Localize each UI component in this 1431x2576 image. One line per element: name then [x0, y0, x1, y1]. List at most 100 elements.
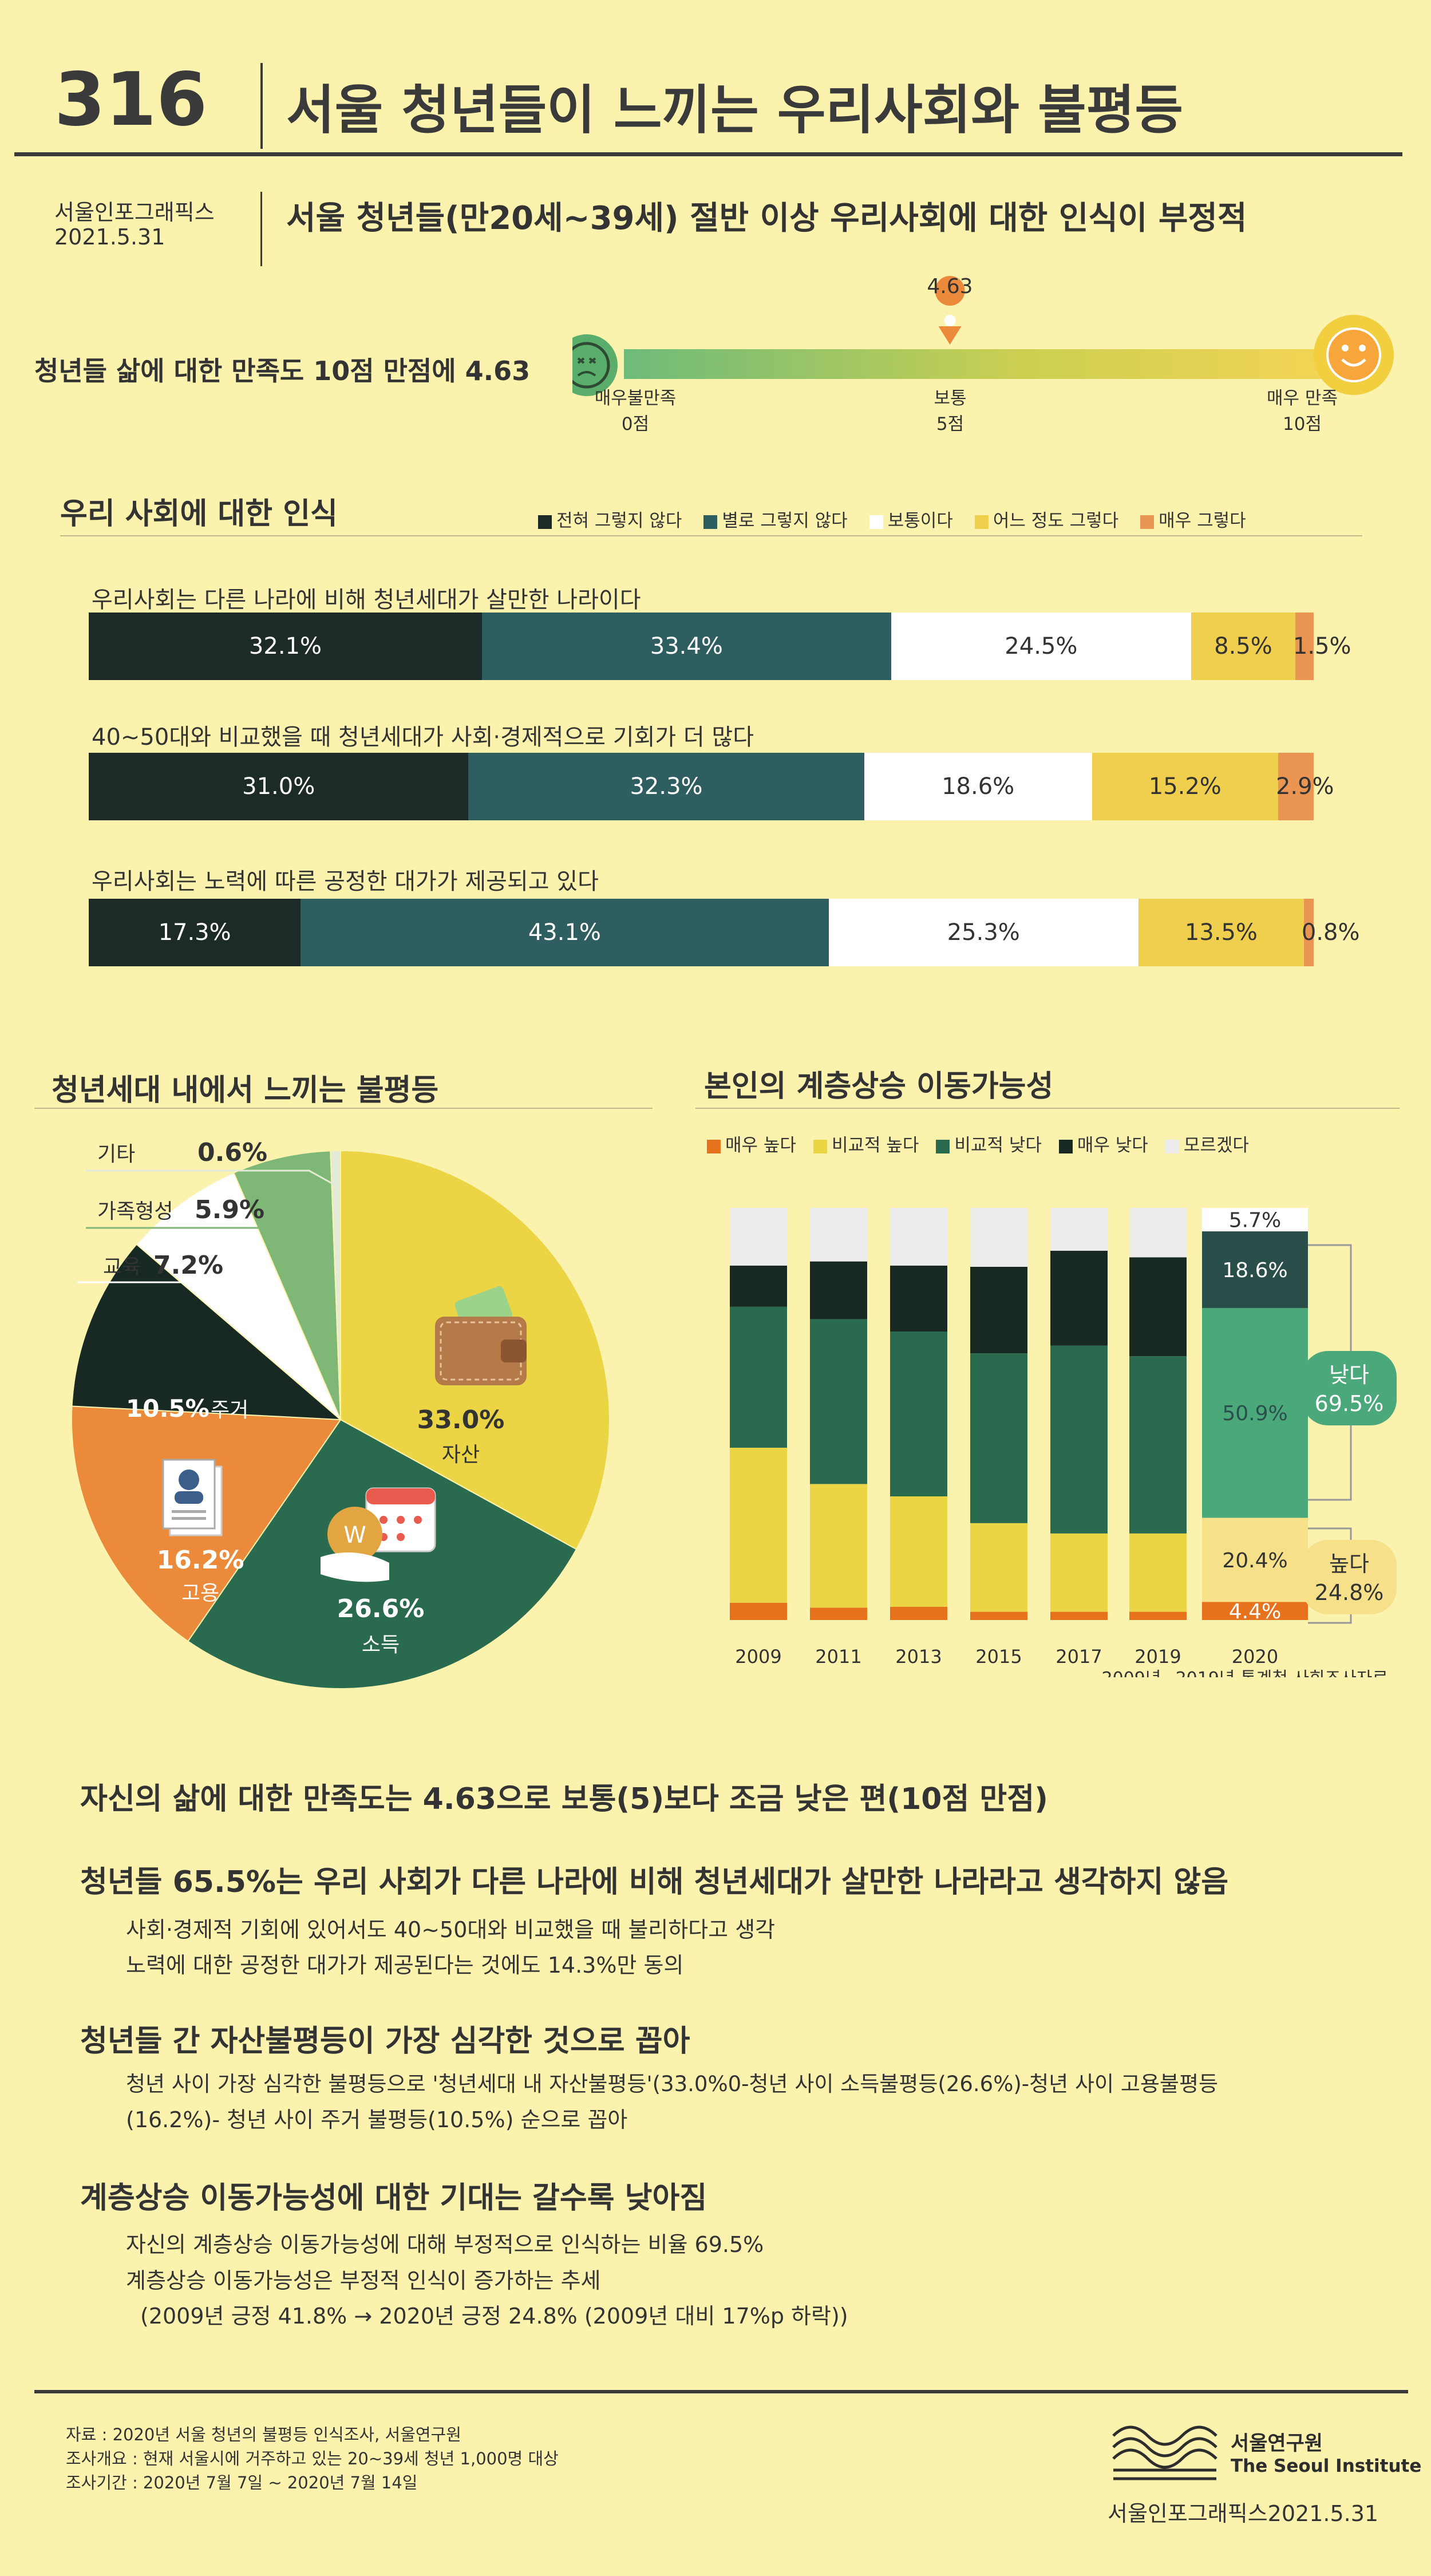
- summary-heading-3: 청년들 간 자산불평등이 가장 심각한 것으로 꼽아: [80, 2024, 690, 2059]
- pie-label: 5.9%: [195, 1195, 264, 1224]
- mobility-bar-segment: [970, 1266, 1027, 1354]
- bar-value-label: 43.1%: [528, 919, 601, 946]
- bar-value-label: 17.3%: [158, 919, 231, 946]
- legend-swatch: [974, 515, 989, 529]
- bar-segment: 43.1%: [301, 899, 829, 966]
- pie-label: 가족형성: [97, 1200, 173, 1223]
- mobility-bar-segment: [810, 1607, 867, 1620]
- mobility-2020-label: 50.9%: [1222, 1402, 1287, 1425]
- perception-title: 우리 사회에 대한 인식: [60, 497, 338, 531]
- mobility-bar-segment: [730, 1448, 787, 1603]
- mobility-bar-segment: [1050, 1533, 1108, 1612]
- mobility-legend-item: 비교적 낮다: [936, 1135, 1042, 1156]
- org-name-kr: 서울연구원: [1231, 2432, 1323, 2455]
- perception-legend-item: 별로 그렇지 않다: [703, 511, 848, 531]
- scale-min-name: 매우불만족: [594, 388, 677, 409]
- scale-mid-score: 5점: [936, 414, 964, 434]
- footer-period: 조사기간 : 2020년 7월 7일 ~ 2020년 7월 14일: [66, 2473, 418, 2492]
- mobility-2020-label: 5.7%: [1229, 1209, 1281, 1232]
- perception-legend-item: 전혀 그렇지 않다: [538, 511, 682, 531]
- perception-legend: 전혀 그렇지 않다 별로 그렇지 않다 보통이다 어느 정도 그렇다 매우 그렇다: [538, 506, 1268, 532]
- wallet-icon: [435, 1286, 527, 1385]
- mobility-year-label: 2020: [1232, 1646, 1278, 1668]
- pie-label: 26.6%: [337, 1594, 425, 1623]
- mobility-bar-segment: [890, 1265, 947, 1332]
- perception-bar-2: 31.0% 32.3% 18.6% 15.2% 2.9%: [89, 753, 1334, 820]
- bar-value-label: 18.6%: [942, 773, 1015, 800]
- bar-segment: 0.8%: [1302, 899, 1360, 966]
- perception-rule: [60, 535, 1362, 536]
- bar-value-label: 2.9%: [1275, 773, 1334, 800]
- bar-segment: 33.4%: [481, 613, 891, 680]
- summary-4-line-1: 자신의 계층상승 이동가능성에 대해 부정적으로 인식하는 비율 69.5%: [126, 2232, 764, 2257]
- scale-mid-name: 보통: [934, 388, 967, 409]
- pie-label: 16.2%: [157, 1546, 244, 1575]
- bar-segment: 32.3%: [468, 753, 864, 820]
- mobility-2020-label: 20.4%: [1222, 1549, 1287, 1573]
- legend-label: 비교적 낮다: [954, 1135, 1042, 1156]
- mobility-bar-segment: [1202, 1231, 1308, 1308]
- gauge-marker-icon: [935, 276, 965, 345]
- question-1: 우리사회는 다른 나라에 비해 청년세대가 살만한 나라이다: [92, 587, 641, 613]
- footer-credit: 서울인포그래픽스2021.5.31: [1108, 2501, 1379, 2526]
- summary-heading-1: 자신의 삶에 대한 만족도는 4.63으로 보통(5)보다 조금 낮은 편(10…: [80, 1782, 1048, 1816]
- mobility-bar-segment: [810, 1261, 867, 1319]
- pie-slice-교육: [136, 1172, 341, 1420]
- legend-label: 전혀 그렇지 않다: [556, 511, 682, 531]
- pie-slice-기타: [330, 1149, 341, 1420]
- scale-min-score: 0점: [621, 414, 650, 434]
- bar-value-label: 15.2%: [1148, 773, 1222, 800]
- mobility-year-label: 2017: [1056, 1646, 1102, 1668]
- legend-swatch: [707, 1139, 721, 1153]
- mobility-bar-segment: [890, 1208, 947, 1266]
- bar-segment: 32.1%: [89, 613, 482, 680]
- subheader-divider: [260, 192, 262, 266]
- mobility-year-label: 2013: [895, 1646, 942, 1668]
- org-name-en: The Seoul Institute: [1231, 2456, 1422, 2476]
- pie-label: 자산: [442, 1443, 480, 1467]
- mobility-bar-segment: [970, 1523, 1027, 1612]
- bar-segment: 15.2%: [1092, 753, 1278, 820]
- summary-2-line-2: 노력에 대한 공정한 대가가 제공된다는 것에도 14.3%만 동의: [126, 1953, 684, 1978]
- legend-label: 모르겠다: [1183, 1135, 1249, 1156]
- mobility-source-note: 2009년~2019년 통계청 사회조사자료: [1101, 1669, 1388, 1677]
- legend-swatch: [1058, 1139, 1073, 1153]
- mobility-bar-segment: [810, 1208, 867, 1262]
- legend-label: 어느 정도 그렇다: [993, 511, 1119, 531]
- pie-chart: W 33.0% 자산 26.6% 소득 16.2% 고용 10.5% 주거 교육 7.2% 가족형성…: [71, 1138, 610, 1689]
- mobility-legend-item: 비교적 높다: [813, 1135, 919, 1156]
- mobility-chart: 2009 2011 2013 2015 2017 2019 4.4% 20.4% 50.9% 18…: [730, 1208, 1397, 1677]
- bar-segment: 18.6%: [864, 753, 1092, 820]
- mobility-year-label: 2019: [1134, 1646, 1181, 1668]
- bar-value-label: 31.0%: [242, 773, 315, 800]
- mobility-2020-label: 4.4%: [1229, 1600, 1281, 1623]
- mobility-bar-segment: [1202, 1208, 1308, 1232]
- mobility-legend-item: 매우 낮다: [1058, 1135, 1148, 1156]
- perception-bar-3: 17.3% 43.1% 25.3% 13.5% 0.8%: [89, 899, 1360, 966]
- question-2: 40~50대와 비교했을 때 청년세대가 사회·경제적으로 기회가 더 많다: [92, 724, 754, 750]
- bar-value-label: 25.3%: [947, 919, 1020, 946]
- mobility-2020-label: 18.6%: [1222, 1259, 1287, 1282]
- header-rule: [14, 152, 1402, 156]
- pie-slice-소득: [187, 1419, 578, 1689]
- seoul-institute-logo-icon: [1112, 2425, 1217, 2480]
- mobility-bar-segment: [1050, 1250, 1108, 1346]
- pie-label: 0.6%: [197, 1138, 267, 1167]
- bar-value-label: 32.3%: [630, 773, 703, 800]
- mobility-rule: [695, 1108, 1400, 1109]
- scale-max-score: 10점: [1283, 414, 1322, 434]
- mobility-bar-segment: [970, 1208, 1027, 1267]
- summary-3-line-2: (16.2%)- 청년 사이 주거 불평등(10.5%) 순으로 꼽아: [126, 2107, 628, 2132]
- gauge-track: [624, 349, 1328, 379]
- legend-swatch: [1165, 1139, 1179, 1153]
- pie-title: 청년세대 내에서 느끼는 불평등: [52, 1073, 439, 1108]
- publisher-label: 서울인포그래픽스: [54, 200, 215, 225]
- perception-legend-item: 어느 정도 그렇다: [974, 511, 1119, 531]
- pie-label: 고용: [181, 1582, 219, 1605]
- legend-swatch: [1140, 515, 1155, 529]
- mobility-bar-segment: [730, 1265, 787, 1307]
- infographic-number: 316: [54, 57, 208, 143]
- mobility-year-label: 2011: [815, 1646, 861, 1668]
- mobility-bar-segment: [1050, 1345, 1108, 1534]
- group-badge-label: 24.8%: [1315, 1580, 1384, 1605]
